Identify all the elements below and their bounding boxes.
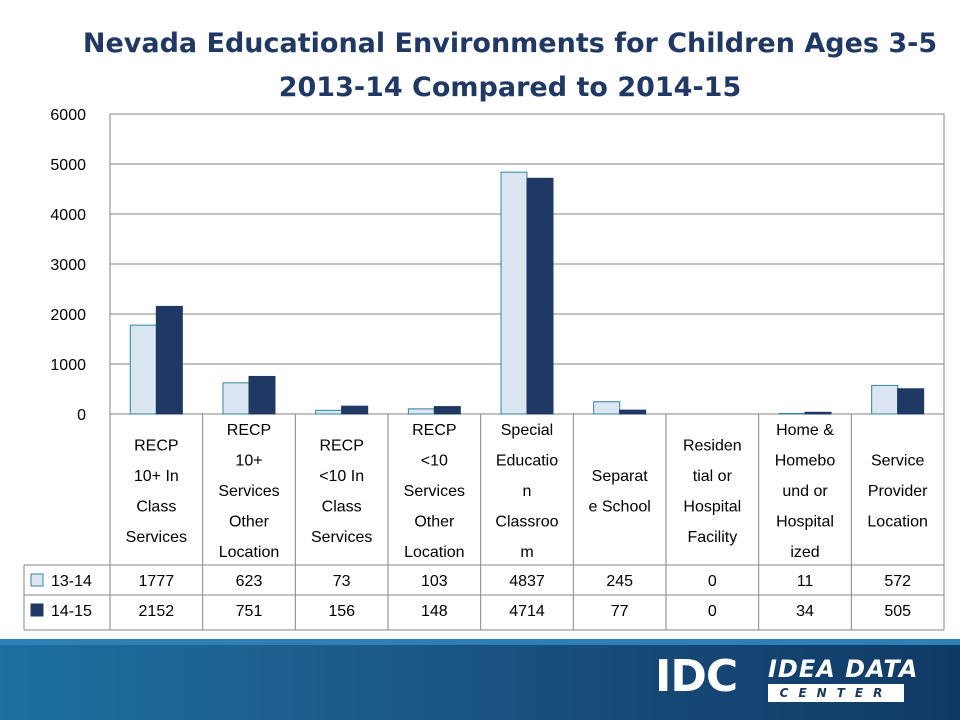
data-table-value: 4837 <box>509 573 545 590</box>
y-tick-label: 3000 <box>50 257 86 274</box>
category-label: <10 In <box>319 468 364 485</box>
bar-14-15 <box>155 305 183 415</box>
category-label: Hospital <box>776 514 834 531</box>
category-label: RECP <box>227 422 271 439</box>
legend-label: 13-14 <box>51 573 92 590</box>
category-label: 10+ In <box>134 468 179 485</box>
y-tick-label: 2000 <box>50 307 86 324</box>
category-label: Provider <box>868 483 928 500</box>
data-table-value: 34 <box>796 603 814 620</box>
bar-13-14 <box>315 409 343 415</box>
category-label: Services <box>126 529 187 546</box>
data-table-value: 505 <box>884 603 911 620</box>
chart-title: Nevada Educational Environments for Chil… <box>0 22 960 110</box>
y-tick-label: 0 <box>77 407 86 424</box>
category-label: Other <box>414 514 455 531</box>
data-table-value: 11 <box>797 573 814 590</box>
data-table-value: 156 <box>328 603 355 620</box>
footer-banner <box>0 639 960 720</box>
category-label: 10+ <box>235 453 262 470</box>
category-label: Services <box>404 483 465 500</box>
center-logo-text: CENTER <box>768 684 904 702</box>
bar-14-15 <box>526 177 554 415</box>
bar-13-14 <box>129 324 157 415</box>
data-table-value: 103 <box>421 573 448 590</box>
chart-title-line-2: 2013-14 Compared to 2014-15 <box>278 72 742 103</box>
category-label: und or <box>782 483 828 500</box>
data-table-value: 0 <box>708 573 717 590</box>
data-table-value: 751 <box>236 603 263 620</box>
category-label: Home & <box>776 422 834 439</box>
category-label: <10 <box>421 453 448 470</box>
y-tick-label: 6000 <box>50 107 86 124</box>
category-label: Educatio <box>496 453 558 470</box>
data-table-value: 0 <box>708 603 717 620</box>
data-table-value: 4714 <box>509 603 545 620</box>
data-table-value: 77 <box>611 603 629 620</box>
category-label: Special <box>501 422 553 439</box>
category-label: RECP <box>319 437 363 454</box>
y-tick-label: 1000 <box>50 357 86 374</box>
bar-chart: 0 1000 2000 3000 4000 5000 6000 RECP 10+ In Class… <box>23 107 945 631</box>
category-label: Separat <box>592 468 649 485</box>
legend-key-13-14 <box>30 573 44 587</box>
category-label: e School <box>589 498 651 515</box>
category-label: n <box>523 483 532 500</box>
category-label: Services <box>218 483 279 500</box>
category-label: RECP <box>412 422 456 439</box>
bar-13-14 <box>593 401 621 415</box>
y-tick-label: 4000 <box>50 207 86 224</box>
category-label: Other <box>229 514 270 531</box>
bar-14-15 <box>804 411 832 415</box>
category-label: ized <box>790 544 819 561</box>
category-label: tial or <box>693 468 733 485</box>
bar-13-14 <box>871 384 899 415</box>
category-label: Facility <box>687 529 737 546</box>
data-table-value: 572 <box>884 573 911 590</box>
data-table-value: 73 <box>333 573 351 590</box>
chart-title-line-1: Nevada Educational Environments for Chil… <box>82 28 938 59</box>
category-label: Location <box>219 544 280 561</box>
data-table-value: 623 <box>236 573 263 590</box>
data-table-value: 1777 <box>139 573 175 590</box>
category-label: Classroo <box>495 514 558 531</box>
idc-logo-mark: IDC <box>655 651 738 702</box>
bar-13-14 <box>407 408 435 415</box>
category-label: Class <box>322 498 362 515</box>
bar-13-14 <box>778 412 806 415</box>
data-table-value: 245 <box>606 573 633 590</box>
legend-key-14-15 <box>30 603 44 617</box>
category-label: m <box>520 544 533 561</box>
category-label: Residen <box>683 437 742 454</box>
bar-14-15 <box>619 409 647 415</box>
bar-14-15 <box>897 388 925 415</box>
idea-data-logo-text: IDEA DATA <box>768 655 919 683</box>
bar-13-14 <box>500 171 528 415</box>
category-label: Service <box>871 453 924 470</box>
footer-band <box>0 639 960 645</box>
legend-label: 14-15 <box>51 603 92 620</box>
bar-14-15 <box>341 405 369 415</box>
category-label: Class <box>136 498 176 515</box>
category-label: RECP <box>134 437 178 454</box>
data-table-value: 148 <box>421 603 448 620</box>
bar-13-14 <box>222 382 250 415</box>
category-label: Location <box>404 544 465 561</box>
bar-14-15 <box>433 406 461 415</box>
category-label: Hospital <box>683 498 741 515</box>
category-label: Location <box>867 514 928 531</box>
bar-14-15 <box>248 375 276 415</box>
data-table-value: 2152 <box>139 603 175 620</box>
category-label: Services <box>311 529 372 546</box>
y-tick-label: 5000 <box>50 157 86 174</box>
category-label: Homebo <box>775 453 836 470</box>
